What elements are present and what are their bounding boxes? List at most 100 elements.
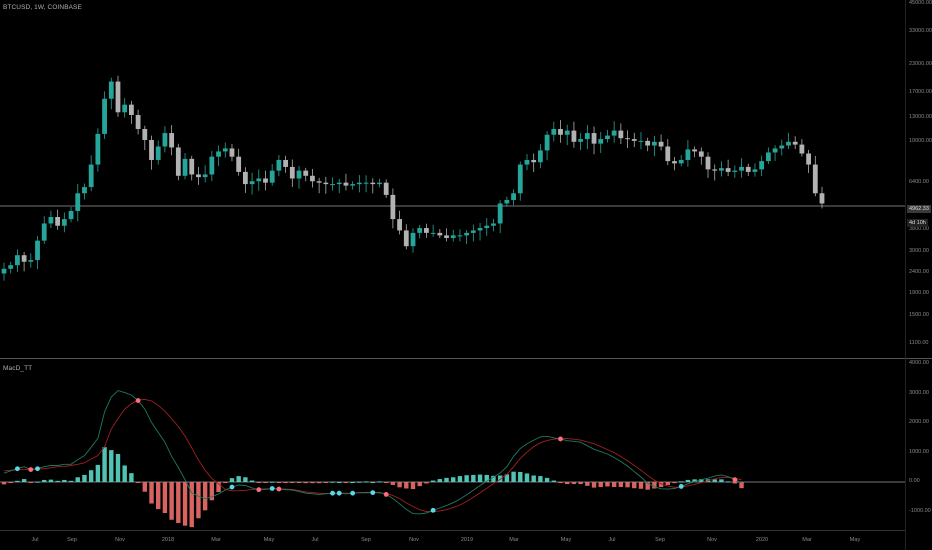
candle-body	[61, 219, 67, 226]
price-axis-label: 1100.00	[909, 340, 929, 346]
candle-body	[95, 133, 101, 165]
candle-body	[162, 133, 168, 147]
histogram-bar	[578, 482, 583, 485]
price-axis-label: 1900.00	[909, 289, 929, 296]
price-axis-label: 6400.00	[909, 178, 929, 185]
histogram-bar	[330, 481, 335, 483]
crossover-marker	[276, 486, 282, 492]
histogram-bar	[712, 479, 717, 482]
histogram-bar	[585, 482, 590, 486]
candle-body	[732, 170, 738, 172]
time-axis-label: May	[849, 537, 861, 543]
histogram-bar	[672, 482, 677, 484]
candle-body	[517, 164, 523, 194]
histogram-bar	[484, 474, 489, 482]
candle-body	[665, 146, 671, 162]
candle-body	[772, 148, 778, 153]
candle-body	[202, 174, 208, 178]
candle-body	[209, 156, 215, 175]
candle-body	[424, 228, 429, 233]
histogram-bar	[645, 482, 650, 490]
candle-body	[578, 139, 584, 142]
candle-body	[256, 178, 262, 182]
macd-axis-label: 1000.00	[909, 448, 929, 455]
candle-body	[524, 159, 530, 165]
candle-body	[739, 166, 744, 171]
macd-axis-label: 4000.00	[909, 360, 929, 366]
candle-body	[242, 171, 248, 185]
macd-line	[3, 390, 742, 515]
candle-body	[189, 158, 195, 175]
time-axis-label: Mar	[211, 537, 221, 543]
histogram-bar	[296, 482, 302, 483]
histogram-bar	[156, 482, 161, 510]
histogram-bar	[95, 464, 101, 482]
histogram-bar	[196, 482, 201, 519]
histogram-bar	[316, 482, 322, 484]
candle-body	[216, 151, 221, 157]
histogram-bar	[417, 482, 422, 487]
candle-body	[283, 159, 289, 167]
symbol-title[interactable]: BTCUSD, 1W, COINBASE	[3, 4, 82, 11]
histogram-bar	[249, 480, 255, 482]
histogram-bar	[256, 482, 261, 483]
candle-body	[672, 161, 677, 164]
histogram-bar	[571, 482, 577, 485]
candle-body	[41, 223, 47, 241]
histogram-bar	[21, 479, 27, 482]
pane-separator[interactable]	[0, 358, 932, 359]
histogram-bar	[618, 482, 624, 488]
candle-body	[182, 158, 188, 176]
candle-body	[464, 232, 470, 236]
candle-body	[678, 159, 684, 164]
histogram-bar	[42, 479, 47, 482]
price-chart[interactable]	[0, 0, 932, 359]
candle-body	[48, 217, 54, 224]
histogram-bar	[343, 482, 349, 483]
candle-body	[108, 81, 114, 99]
candle-body	[470, 230, 476, 233]
time-axis-label: Mar	[802, 537, 812, 543]
histogram-bar	[55, 480, 60, 482]
time-axis-label: 2018	[161, 537, 175, 543]
candle-body	[75, 193, 81, 211]
histogram-bar	[202, 482, 208, 511]
candle-body	[1, 268, 7, 274]
crossover-marker	[15, 466, 20, 472]
candle-body	[551, 128, 557, 135]
histogram-bar	[383, 482, 389, 483]
histogram-bar	[176, 482, 181, 524]
price-axis-label: 3000.00	[909, 248, 929, 255]
macd-axis-label: 2000.00	[909, 419, 929, 425]
candle-body	[484, 225, 490, 229]
histogram-bar	[370, 482, 375, 483]
histogram-bar	[658, 482, 664, 488]
price-axis-line	[905, 0, 906, 550]
histogram-bar	[102, 447, 107, 482]
candle-body	[651, 141, 657, 146]
candle-body	[403, 230, 409, 247]
histogram-bar	[48, 479, 54, 482]
histogram-bar	[632, 482, 637, 489]
price-axis-label: 13000.00	[909, 113, 932, 120]
candle-body	[88, 164, 94, 188]
candle-body	[712, 169, 718, 171]
histogram-bar	[531, 475, 536, 482]
time-axis-label: Jul	[31, 537, 39, 543]
candle-body	[236, 156, 242, 172]
candle-body	[169, 133, 175, 148]
histogram-bar	[169, 482, 174, 520]
crossover-marker	[678, 484, 684, 489]
candle-body	[437, 232, 443, 236]
histogram-bar	[310, 482, 315, 484]
histogram-bar	[35, 481, 40, 483]
candle-body	[786, 141, 791, 146]
histogram-bar	[75, 477, 80, 482]
candle-body	[806, 153, 811, 165]
histogram-bar	[558, 482, 563, 483]
macd-chart[interactable]	[0, 360, 932, 530]
candle-body	[149, 139, 154, 160]
candle-body	[645, 140, 651, 146]
indicator-title[interactable]: MacD_TT	[3, 365, 33, 372]
histogram-bar	[263, 482, 268, 483]
